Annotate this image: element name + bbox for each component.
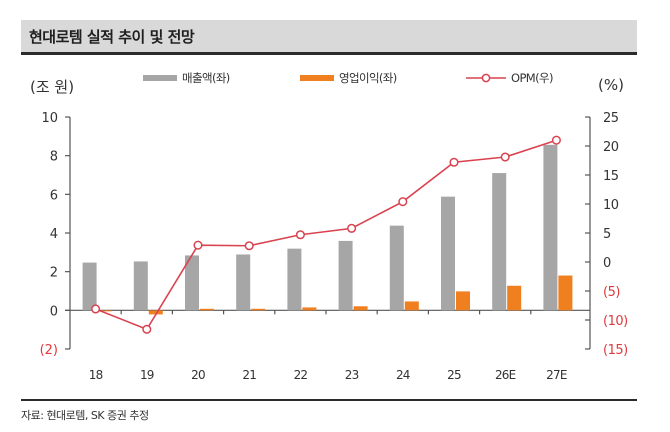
operating-profit-bar [456, 291, 470, 311]
revenue-bar [441, 196, 455, 311]
revenue-bar [389, 225, 404, 311]
x-axis-tick-label: 26E [495, 368, 516, 382]
operating-profit-bar [97, 310, 112, 312]
legend-label-opm: OPM(우) [511, 71, 553, 85]
left-axis-unit: (조 원) [30, 78, 75, 96]
x-axis-tick-label: 20 [191, 368, 205, 382]
right-axis-tick-label: 5 [603, 227, 611, 242]
left-axis-tick-label: (2) [40, 343, 58, 358]
operating-profit-bar [353, 306, 368, 311]
footer-divider [21, 399, 637, 401]
revenue-bar [185, 255, 199, 311]
operating-profit-bar [251, 308, 266, 311]
opm-point [551, 135, 561, 145]
x-axis-tick-label: 18 [89, 368, 103, 382]
legend-swatch-operating-profit [300, 75, 334, 81]
opm-point [500, 152, 510, 162]
right-axis-tick-label: 25 [603, 111, 619, 126]
right-axis-tick-label: 0 [603, 256, 611, 271]
x-axis-tick-label: 19 [140, 368, 154, 382]
x-axis-tick-label: 23 [345, 368, 359, 382]
legend-marker-opm-icon [466, 73, 506, 83]
legend-item-revenue: 매출액(좌) [143, 70, 230, 86]
revenue-bar [82, 262, 97, 311]
left-axis-tick-label: 4 [50, 227, 58, 242]
x-axis-tick-label: 27E [546, 368, 567, 382]
opm-point [142, 324, 152, 334]
left-axis-tick-label: 2 [50, 266, 58, 281]
legend-label-operating-profit: 영업이익(좌) [339, 71, 397, 85]
left-axis-tick-label: 10 [41, 111, 58, 126]
chart-title: 현대로템 실적 추이 및 전망 [29, 28, 195, 46]
left-axis-tick-label: 0 [50, 304, 58, 319]
opm-point [449, 157, 459, 167]
revenue-bar [338, 240, 353, 311]
right-axis-unit: (%) [598, 76, 624, 94]
legend-item-operating-profit: 영업이익(좌) [300, 70, 397, 86]
x-axis-tick-label: 24 [396, 368, 410, 382]
legend-label-revenue: 매출액(좌) [182, 71, 230, 85]
left-axis-tick-label: 8 [50, 150, 58, 165]
revenue-bar [492, 173, 507, 311]
revenue-bar [543, 144, 558, 311]
right-axis-tick-label: (5) [603, 285, 620, 300]
opm-line [95, 139, 557, 331]
title-bar: 현대로템 실적 추이 및 전망 [21, 20, 637, 55]
left-axis-tick-label: 6 [50, 188, 58, 203]
opm-point [193, 240, 203, 250]
right-axis-tick-label: 20 [603, 140, 619, 155]
opm-point [295, 230, 305, 240]
opm-point [398, 197, 408, 207]
opm-point [91, 304, 101, 314]
right-axis-tick-label: 10 [603, 198, 619, 213]
legend-item-opm: OPM(우) [466, 70, 553, 86]
revenue-bar [133, 261, 148, 311]
operating-profit-bar [558, 275, 573, 311]
legend-swatch-revenue [143, 75, 177, 81]
x-axis-tick-label: 25 [447, 368, 461, 382]
x-axis-tick-label: 22 [294, 368, 308, 382]
x-axis-tick-label: 21 [242, 368, 256, 382]
opm-point [244, 241, 254, 251]
source-note: 자료: 현대로템, SK 증권 추정 [21, 409, 149, 422]
right-axis-tick-label: (10) [603, 314, 628, 329]
revenue-bar [287, 248, 302, 311]
opm-point [347, 223, 357, 233]
operating-profit-bar [148, 310, 163, 315]
operating-profit-bar [302, 307, 317, 311]
operating-profit-bar [404, 301, 419, 311]
revenue-bar [236, 254, 251, 311]
operating-profit-bar [200, 308, 214, 311]
operating-profit-bar [507, 285, 522, 311]
right-axis-tick-label: 15 [603, 169, 619, 184]
right-axis-tick-label: (15) [603, 343, 628, 358]
